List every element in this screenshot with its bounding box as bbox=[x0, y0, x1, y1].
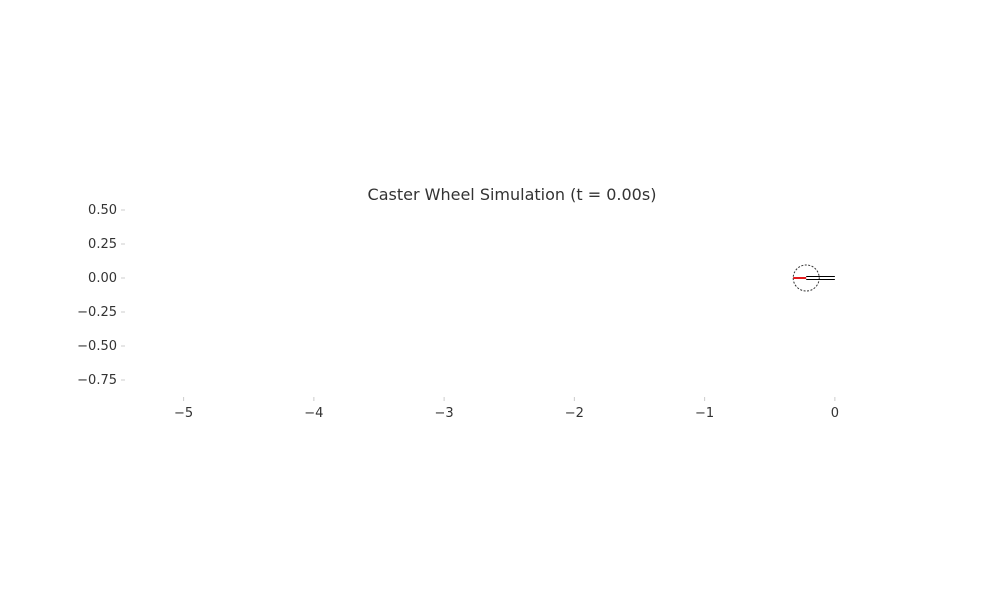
x-tick-label: −5 bbox=[174, 406, 193, 421]
wheel-circle bbox=[792, 264, 820, 292]
x-tick-label: −4 bbox=[304, 406, 323, 421]
x-tick-label: 0 bbox=[831, 406, 839, 421]
y-tick-label: 0.00 bbox=[88, 271, 117, 286]
y-tick-label: 0.25 bbox=[88, 237, 117, 252]
y-tick-label: −0.75 bbox=[77, 373, 117, 388]
x-tick-label: −3 bbox=[435, 406, 454, 421]
y-tick-label: −0.25 bbox=[77, 305, 117, 320]
x-tick-label: −1 bbox=[695, 406, 714, 421]
plot-area bbox=[792, 264, 835, 292]
y-axis: 0.50 0.25 0.00 −0.25 −0.50 −0.75 bbox=[77, 203, 125, 388]
y-tick-label: −0.50 bbox=[77, 339, 117, 354]
x-tick-label: −2 bbox=[565, 406, 584, 421]
chart-title: Caster Wheel Simulation (t = 0.00s) bbox=[368, 185, 657, 204]
y-tick-label: 0.50 bbox=[88, 203, 117, 218]
x-axis: −5 −4 −3 −2 −1 0 bbox=[174, 397, 839, 421]
